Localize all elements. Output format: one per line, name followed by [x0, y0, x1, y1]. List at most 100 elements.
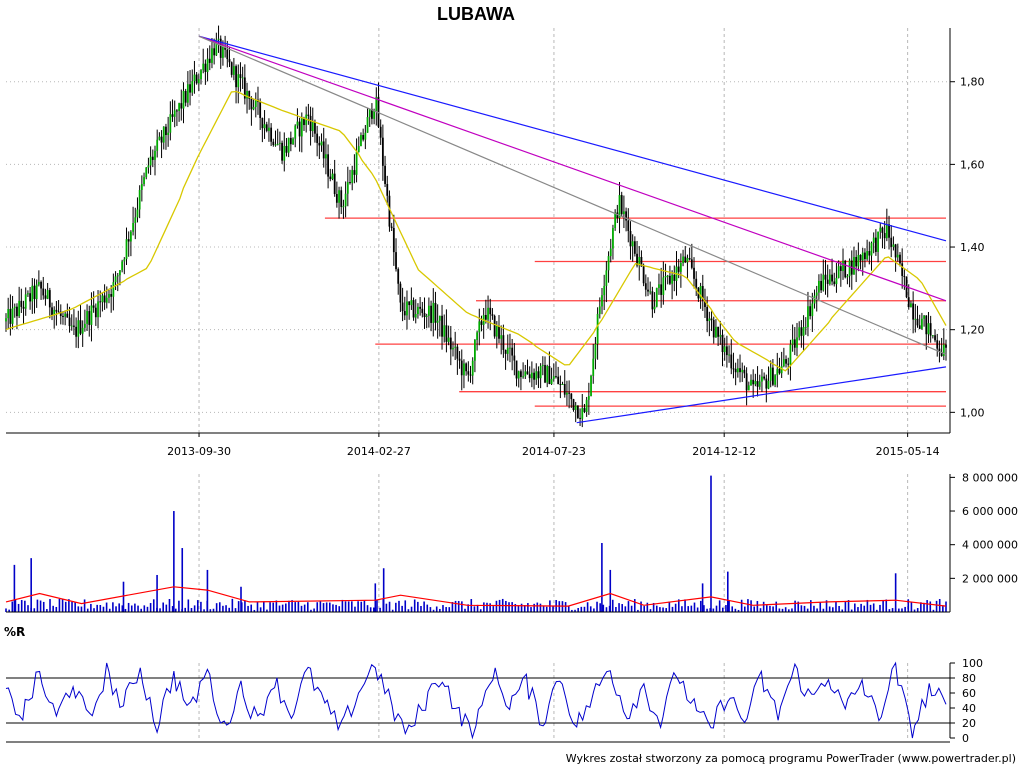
candle-body: [557, 376, 560, 384]
candle-body: [24, 294, 27, 309]
candle-body: [465, 363, 468, 372]
candle-body: [842, 260, 844, 271]
candle-body: [520, 371, 522, 377]
candle-body: [283, 145, 286, 161]
candle-body: [815, 292, 818, 296]
candle-body: [572, 399, 575, 411]
candle-body: [539, 365, 542, 379]
candle-body: [215, 39, 218, 56]
candle-body: [309, 115, 312, 132]
x-tick-label: 2013-09-30: [167, 445, 231, 458]
candle-body: [809, 306, 812, 317]
candle-body: [765, 378, 768, 389]
candle-body: [355, 151, 358, 175]
candle-body: [281, 142, 283, 161]
candle-body: [936, 340, 939, 349]
candle-body: [357, 146, 360, 152]
candle-body: [265, 124, 268, 131]
candle-body: [37, 281, 40, 285]
candle-body: [769, 367, 772, 381]
candle-body: [392, 228, 395, 253]
candle-body: [846, 276, 849, 278]
candle-body: [123, 259, 126, 262]
volume-moving-average: [5, 586, 947, 607]
price-y-tick-label: 1,40: [960, 241, 985, 254]
candle-body: [186, 84, 189, 103]
candle-body: [476, 332, 478, 340]
text-layer: LUBAWA %R Wykres został stworzony za pom…: [4, 4, 1016, 765]
candle-body: [371, 109, 373, 119]
candle-body: [612, 228, 614, 249]
candle-body: [169, 114, 172, 133]
candle-body: [938, 348, 941, 352]
candle-body: [802, 327, 805, 336]
candle-body: [232, 66, 235, 75]
candle-body: [741, 369, 744, 373]
candle-body: [331, 173, 334, 180]
candle-body: [855, 256, 858, 267]
candle-body: [487, 307, 489, 320]
candle-body: [644, 283, 647, 290]
candle-body: [883, 232, 886, 239]
candle-body: [445, 325, 448, 342]
candle-body: [750, 379, 752, 386]
candle-body: [929, 323, 932, 336]
candle-body: [40, 281, 42, 289]
candle-body: [892, 244, 895, 247]
candle-body: [33, 285, 36, 300]
candle-body: [695, 278, 698, 288]
candle-body: [868, 251, 871, 256]
candle-body: [758, 381, 761, 387]
candle-body: [761, 376, 763, 382]
candle-body: [268, 127, 270, 131]
candle-body: [81, 327, 84, 334]
williams-r-y-tick-label: 100: [962, 657, 983, 670]
candle-body: [252, 106, 255, 110]
candle-body: [335, 194, 338, 203]
candle-body: [436, 320, 439, 323]
candle-body: [708, 318, 711, 322]
candle-body: [213, 48, 216, 56]
candle-body: [292, 138, 294, 145]
trend-line-magenta: [198, 35, 947, 302]
candle-body: [907, 297, 910, 308]
candle-body: [132, 223, 134, 232]
candle-body: [890, 237, 893, 247]
candle-body: [789, 344, 792, 365]
candle-body: [241, 77, 244, 79]
candle-body: [346, 182, 349, 194]
candle-body: [27, 293, 29, 295]
candle-body: [563, 384, 566, 395]
candle-body: [609, 248, 612, 257]
candle-body: [640, 256, 643, 267]
candle-body: [859, 254, 862, 261]
candle-body: [384, 165, 386, 184]
candle-body: [287, 137, 290, 153]
candle-body: [200, 70, 202, 80]
candle-body: [9, 309, 12, 324]
candle-body: [710, 318, 713, 321]
candle-body: [219, 38, 222, 58]
candle-body: [154, 150, 156, 160]
candle-body: [259, 102, 262, 118]
candle-body: [90, 305, 93, 325]
candle-body: [5, 318, 7, 322]
candle-body: [590, 375, 592, 396]
price-y-tick-label: 1,20: [960, 324, 985, 337]
candle-body: [222, 47, 224, 58]
candle-body: [298, 121, 301, 137]
candle-body: [73, 325, 75, 327]
candle-body: [430, 305, 432, 323]
candle-body: [515, 360, 518, 379]
x-tick-label: 2014-12-12: [692, 445, 756, 458]
candle-body: [469, 374, 472, 376]
candle-body: [59, 311, 62, 316]
candle-body: [263, 124, 266, 129]
candle-body: [349, 182, 351, 184]
candle-body: [254, 99, 257, 107]
candle-body: [603, 285, 606, 296]
candle-body: [460, 360, 463, 376]
candle-body: [500, 335, 503, 339]
candle-body: [940, 351, 943, 356]
candle-body: [568, 392, 571, 394]
